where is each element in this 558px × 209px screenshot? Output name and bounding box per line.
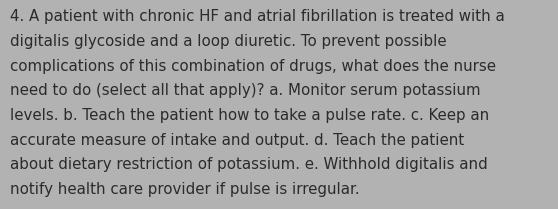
Text: accurate measure of intake and output. d. Teach the patient: accurate measure of intake and output. d… bbox=[10, 133, 464, 148]
Text: about dietary restriction of potassium. e. Withhold digitalis and: about dietary restriction of potassium. … bbox=[10, 157, 488, 172]
Text: levels. b. Teach the patient how to take a pulse rate. c. Keep an: levels. b. Teach the patient how to take… bbox=[10, 108, 489, 123]
Text: digitalis glycoside and a loop diuretic. To prevent possible: digitalis glycoside and a loop diuretic.… bbox=[10, 34, 446, 49]
Text: notify health care provider if pulse is irregular.: notify health care provider if pulse is … bbox=[10, 182, 360, 197]
Text: complications of this combination of drugs, what does the nurse: complications of this combination of dru… bbox=[10, 59, 496, 74]
Text: 4. A patient with chronic HF and atrial fibrillation is treated with a: 4. A patient with chronic HF and atrial … bbox=[10, 9, 505, 24]
Text: need to do (select all that apply)? a. Monitor serum potassium: need to do (select all that apply)? a. M… bbox=[10, 83, 480, 98]
